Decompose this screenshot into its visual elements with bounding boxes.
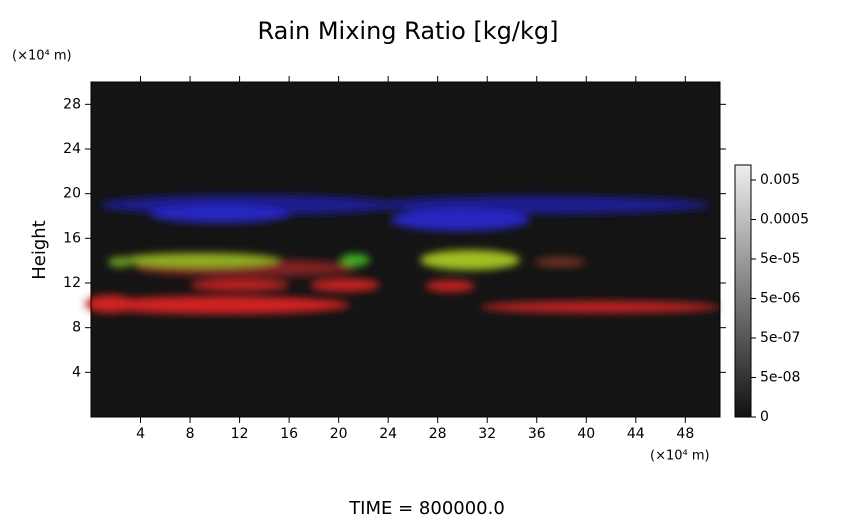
y-tick-label: 20: [63, 186, 81, 202]
y-tick-label: 16: [63, 230, 81, 246]
plot-area: [91, 82, 720, 417]
y-unit: (×10⁴ m): [12, 49, 72, 64]
y-tick-label: 8: [72, 320, 81, 336]
blob: [420, 250, 520, 270]
y-tick-label: 28: [63, 96, 81, 112]
y-tick-label: 4: [72, 364, 81, 380]
y-tick-label: 12: [63, 275, 81, 291]
colorbar-label: 5e-05: [760, 251, 800, 267]
blob: [390, 209, 530, 231]
chart-title: Rain Mixing Ratio [kg/kg]: [257, 17, 558, 45]
colorbar: [734, 164, 752, 418]
blob: [340, 254, 370, 266]
x-tick-label: 4: [136, 426, 145, 442]
blob: [90, 296, 350, 314]
colorbar-label: 0: [760, 409, 769, 425]
colorbar-label: 0.0005: [760, 212, 809, 228]
blob: [85, 295, 135, 313]
footer: TIME = 800000.0: [348, 498, 505, 519]
x-tick-label: 48: [676, 426, 694, 442]
blob: [425, 280, 475, 292]
blob: [150, 205, 290, 223]
plot-frame: [90, 81, 721, 418]
x-tick-label: 28: [429, 426, 447, 442]
x-tick-label: 36: [528, 426, 546, 442]
x-tick-label: 32: [478, 426, 496, 442]
blob: [108, 257, 132, 267]
field: [85, 195, 720, 314]
x-tick-label: 8: [186, 426, 195, 442]
colorbar-label: 0.005: [760, 172, 800, 188]
blob: [535, 257, 585, 267]
colorbar-label: 5e-06: [760, 291, 800, 307]
x-tick-label: 24: [379, 426, 397, 442]
blob: [480, 301, 720, 313]
colorbar-label: 5e-07: [760, 330, 800, 346]
x-tick-label: 40: [577, 426, 595, 442]
x-tick-label: 44: [627, 426, 645, 442]
blob: [190, 279, 290, 291]
x-tick-label: 12: [231, 426, 249, 442]
blob: [120, 253, 280, 267]
x-tick-label: 20: [330, 426, 348, 442]
y-tick-label: 24: [63, 141, 81, 157]
blob: [310, 278, 380, 292]
x-tick-label: 16: [280, 426, 298, 442]
colorbar-label: 5e-08: [760, 370, 800, 386]
x-unit: (×10⁴ m): [650, 449, 710, 464]
y-label: Height: [29, 220, 50, 280]
